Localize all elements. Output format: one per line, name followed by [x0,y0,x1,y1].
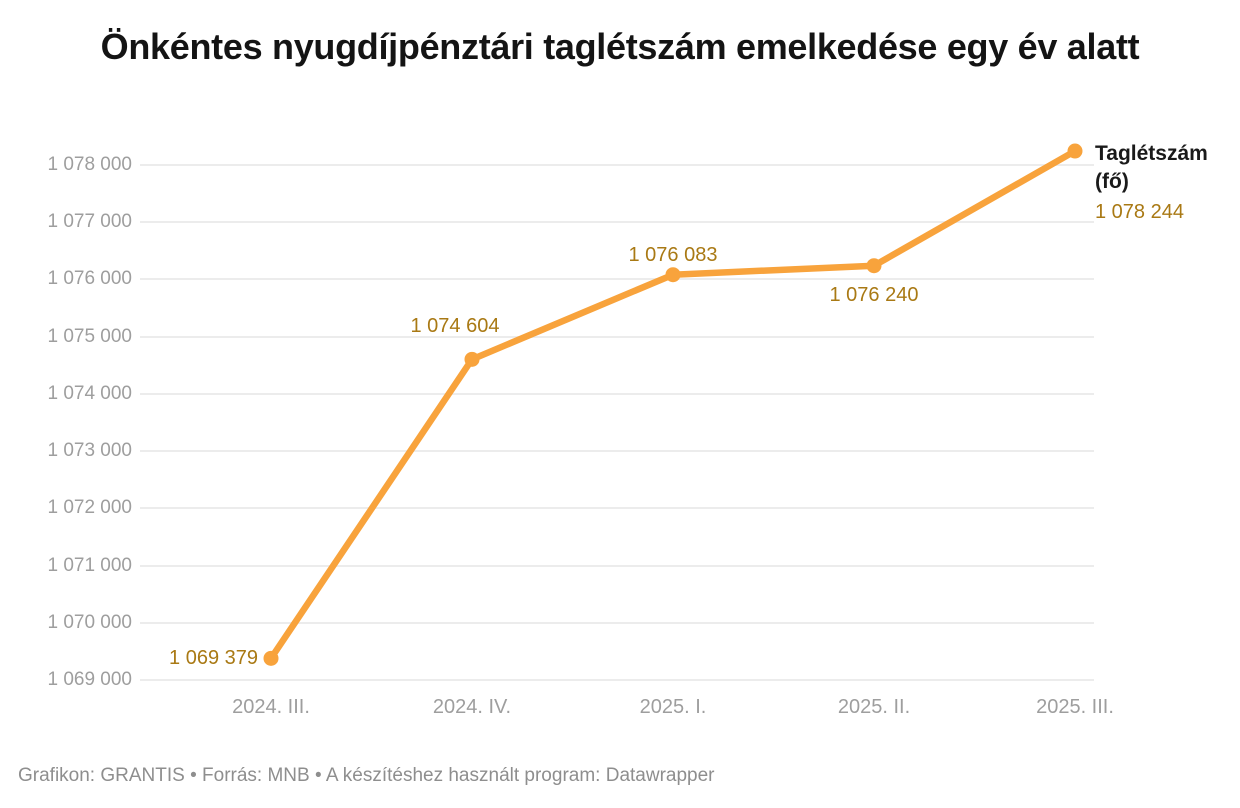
x-tick-label: 2025. I. [639,696,707,718]
y-tick-label: 1 077 000 [47,211,132,233]
data-point-label: 1 074 604 [410,315,500,338]
y-gridline [140,564,1094,567]
y-tick-label: 1 075 000 [47,325,132,347]
x-tick-label: 2024. III. [232,696,310,718]
y-tick-label: 1 069 000 [47,669,132,690]
y-tick-label: 1 078 000 [47,154,132,175]
data-point-dot [1067,143,1083,159]
y-gridline [140,278,1094,281]
x-tick-label: 2025. II. [837,696,911,718]
y-gridline [140,335,1094,338]
y-gridline [140,221,1094,224]
data-point-label: 1 069 379 [169,647,258,670]
data-point-dot [665,267,681,283]
chart-title: Önkéntes nyugdíjpénztári taglétszám emel… [100,26,1140,67]
y-tick-label: 1 073 000 [47,440,132,462]
y-tick-label: 1 076 000 [47,268,132,290]
y-gridline [140,450,1094,453]
y-tick-label: 1 072 000 [47,497,132,519]
x-tick-label: 2025. III. [1036,696,1114,718]
data-point-dot [866,258,882,274]
y-tick-label: 1 070 000 [47,611,132,633]
data-point-dot [263,650,279,666]
series-line [267,147,1079,662]
y-gridline [140,679,1094,681]
series-legend: Taglétszám (fő) 1 078 244 [1095,140,1240,226]
y-tick-label: 1 071 000 [47,554,132,576]
y-tick-label: 1 074 000 [47,382,132,404]
data-point-label: 1 076 083 [628,243,718,266]
y-gridline [140,621,1094,624]
data-point-label: 1 076 240 [829,283,919,306]
legend-series-label: Taglétszám [1095,142,1208,165]
y-gridline [140,392,1094,395]
data-point-dot [464,351,480,367]
x-tick-label: 2024. IV. [432,696,512,718]
legend-last-value: 1 078 244 [1095,201,1184,223]
y-gridline [140,164,1094,166]
y-gridline [140,507,1094,510]
legend-unit-label: (fő) [1095,170,1129,193]
attribution-footer: Grafikon: GRANTIS • Forrás: MNB • A kész… [18,765,715,786]
